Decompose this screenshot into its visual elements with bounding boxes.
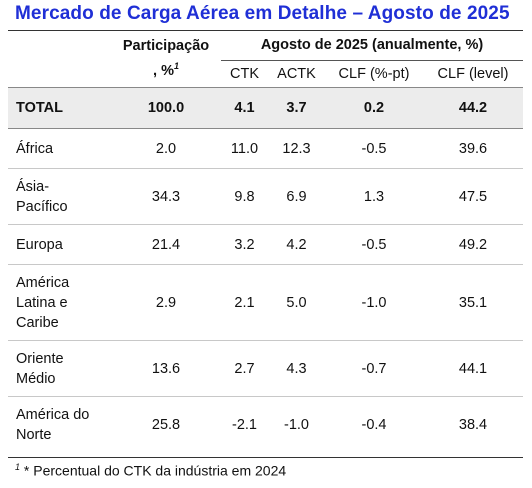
col-header-clf-pt: CLF (%-pt) xyxy=(338,66,410,82)
col-header-clf-level: CLF (level) xyxy=(437,66,509,82)
clf-pt-cell: 0.2 xyxy=(325,87,423,129)
region-header xyxy=(8,30,111,61)
actk-cell: 6.9 xyxy=(268,168,325,225)
clf-pt-cell: -1.0 xyxy=(325,264,423,341)
participation-cell: 100.0 xyxy=(111,87,221,129)
total-row: TOTAL 100.0 4.1 3.7 0.2 44.2 xyxy=(8,87,524,129)
region-cell: Oriente Médio xyxy=(8,340,111,397)
participation-cell: 25.8 xyxy=(151,416,181,433)
table-row: Oriente Médio 13.6 2.7 4.3 -0.7 44.1 xyxy=(8,340,524,397)
table-row: Europa 21.4 3.2 4.2 -0.5 49.2 xyxy=(8,224,524,265)
actk-cell: -1.0 xyxy=(284,416,309,433)
region-cell: Ásia- Pacífico xyxy=(8,168,111,225)
table-row: América do Norte 25.8 -2.1 -1.0 -0.4 38.4 xyxy=(8,397,523,453)
table-row: África 2.0 11.0 12.3 -0.5 39.6 xyxy=(8,128,524,169)
participation-cell: 34.3 xyxy=(111,168,221,225)
table-row: América Latina e Caribe 2.9 2.1 5.0 -1.0 3… xyxy=(8,264,524,341)
clf-pt-cell: -0.4 xyxy=(361,416,387,433)
actk-cell: 5.0 xyxy=(268,264,325,341)
table-title: Mercado de Carga Aérea em Detalhe – Agos… xyxy=(15,3,510,24)
clf-level-cell: 39.6 xyxy=(423,128,524,169)
clf-level-cell: 44.2 xyxy=(423,87,524,129)
region-cell: África xyxy=(8,128,111,169)
ctk-cell: 3.2 xyxy=(221,224,268,265)
col-header-actk: ACTK xyxy=(277,66,316,82)
region-cell: TOTAL xyxy=(8,87,111,129)
ctk-cell: 2.1 xyxy=(221,264,268,341)
clf-pt-cell: -0.5 xyxy=(325,224,423,265)
region-cell: Europa xyxy=(8,224,111,265)
actk-cell: 3.7 xyxy=(268,87,325,129)
region-cell: América Latina e Caribe xyxy=(8,264,111,341)
col-header-ctk: CTK xyxy=(230,66,259,82)
clf-pt-cell: -0.5 xyxy=(325,128,423,169)
actk-cell: 12.3 xyxy=(268,128,325,169)
actk-cell: 4.3 xyxy=(268,340,325,397)
region-cell: América do Norte xyxy=(16,406,90,443)
participation-cell: 2.0 xyxy=(111,128,221,169)
clf-level-cell: 47.5 xyxy=(423,168,524,225)
actk-cell: 4.2 xyxy=(268,224,325,265)
ctk-cell: 4.1 xyxy=(221,87,268,129)
clf-pt-cell: -0.7 xyxy=(325,340,423,397)
participation-cell: 2.9 xyxy=(111,264,221,341)
ctk-cell: 11.0 xyxy=(221,128,268,169)
air-cargo-table: Participação , %1 Agosto de 2025 (anualm… xyxy=(8,30,524,453)
clf-level-cell: 38.4 xyxy=(458,416,488,433)
clf-level-cell: 44.1 xyxy=(423,340,524,397)
footnote: 1 * Percentual do CTK da indústria em 20… xyxy=(15,462,287,479)
group-header: Agosto de 2025 (anualmente, %) xyxy=(221,30,524,61)
clf-level-cell: 35.1 xyxy=(423,264,524,341)
ctk-cell: 2.7 xyxy=(221,340,268,397)
ctk-cell: -2.1 xyxy=(232,416,257,433)
participation-header: Participação , %1 xyxy=(122,38,210,79)
participation-cell: 21.4 xyxy=(111,224,221,265)
clf-pt-cell: 1.3 xyxy=(325,168,423,225)
participation-cell: 13.6 xyxy=(111,340,221,397)
clf-level-cell: 49.2 xyxy=(423,224,524,265)
ctk-cell: 9.8 xyxy=(221,168,268,225)
table-row: Ásia- Pacífico 34.3 9.8 6.9 1.3 47.5 xyxy=(8,168,524,225)
